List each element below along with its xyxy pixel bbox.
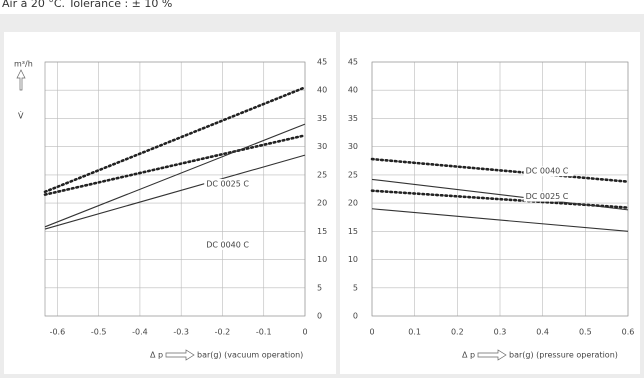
- y-tick-label: 0: [353, 312, 358, 321]
- y-unit: m³/h: [14, 60, 33, 69]
- series-line: [371, 208, 629, 232]
- y-tick-label: 45: [317, 58, 327, 67]
- y-tick-label: 15: [317, 227, 327, 236]
- x-tick-label: -0.4: [132, 328, 148, 337]
- x-tick-label: -0.6: [50, 328, 66, 337]
- y-tick-label: 10: [317, 255, 327, 264]
- y-tick-label: 40: [317, 86, 327, 95]
- y-tick-label: 15: [348, 227, 358, 236]
- series-line: [370, 157, 630, 183]
- x-tick-label: 0.3: [494, 328, 507, 337]
- x-tick-label: 0.4: [536, 328, 549, 337]
- y-tick-label: 20: [317, 199, 327, 208]
- x-label-symbol: Δ p: [150, 351, 163, 360]
- series-line: [43, 86, 307, 194]
- x-label: bar(g) (vacuum operation): [197, 351, 303, 360]
- x-tick-label: -0.2: [215, 328, 231, 337]
- series-line: [44, 123, 306, 228]
- x-tick-label: -0.1: [256, 328, 272, 337]
- x-tick-label: 0.6: [622, 328, 635, 337]
- plot-frame: [371, 61, 629, 317]
- x-tick-label: -0.3: [173, 328, 189, 337]
- label-bg: [204, 239, 255, 250]
- y-tick-label: 30: [348, 142, 358, 151]
- x-label: bar(g) (pressure operation): [509, 351, 618, 360]
- label-bg: [523, 191, 574, 202]
- x-tick-label: 0.2: [451, 328, 464, 337]
- y-tick-label: 5: [353, 283, 358, 292]
- x-tick-label: 0: [302, 328, 307, 337]
- y-tick-label: 25: [348, 170, 358, 179]
- y-tick-label: 5: [317, 283, 322, 292]
- series-line: [371, 178, 629, 211]
- x-label-symbol: Δ p: [462, 351, 475, 360]
- y-tick-label: 35: [317, 114, 327, 123]
- header-band: [0, 0, 644, 14]
- series-label: DC 0040 C: [206, 240, 249, 249]
- y-tick-label: 30: [317, 142, 327, 151]
- plot-frame: [44, 61, 306, 317]
- label-bg: [204, 178, 255, 189]
- y-tick-label: 0: [317, 312, 322, 321]
- series-label: DC 0025 C: [206, 179, 249, 188]
- y-tick-label: 20: [348, 199, 358, 208]
- note: Air à 20 °C. Tolerance : ± 10 %: [2, 0, 172, 10]
- axis-arrow: [16, 69, 26, 91]
- y-tick-label: 35: [348, 114, 358, 123]
- series-label: DC 0025 C: [526, 192, 569, 201]
- x-tick-label: -0.5: [91, 328, 107, 337]
- x-tick-label: 0: [369, 328, 374, 337]
- x-tick-label: 0.5: [579, 328, 592, 337]
- series-line: [44, 154, 306, 230]
- series-line: [43, 134, 307, 196]
- y-tick-label: 40: [348, 86, 358, 95]
- label-bg: [523, 166, 574, 177]
- series-label: DC 0040 C: [526, 167, 569, 176]
- axis-arrow: [165, 349, 195, 361]
- y-tick-label: 45: [348, 58, 358, 67]
- y-tick-label: 25: [317, 170, 327, 179]
- x-tick-label: 0.1: [408, 328, 421, 337]
- y-tick-label: 10: [348, 255, 358, 264]
- axis-arrow: [477, 349, 507, 361]
- y-symbol: V̇: [18, 110, 24, 120]
